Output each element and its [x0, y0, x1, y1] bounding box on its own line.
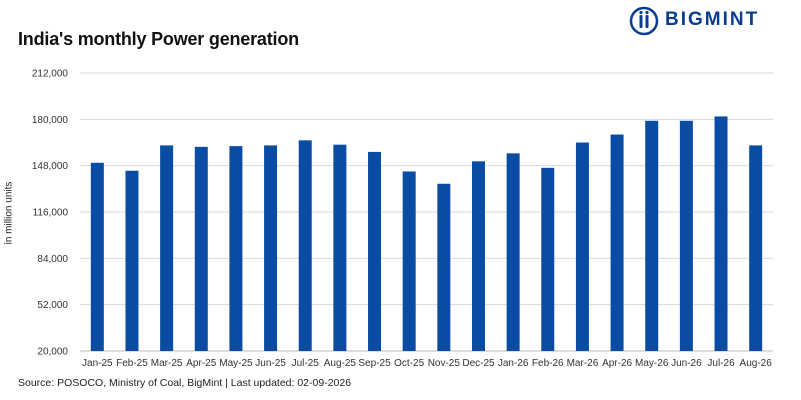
bar [714, 116, 728, 351]
x-axis-ticks: Jan-25 Feb-25 Mar-25 Apr-25 May-25 Jun-25 Jul-… [82, 358, 772, 369]
bar [749, 145, 763, 351]
bar [471, 161, 485, 351]
y-axis-ticks: 20,000 52,000 84,000 116,000 148,000 180,000 2… [32, 69, 69, 358]
bigmint-logo: BIGMINT [629, 6, 789, 36]
x-tick-label: Sep-25 [358, 358, 391, 369]
x-tick-label: Aug-26 [740, 358, 773, 369]
x-tick-label: Mar-26 [567, 358, 599, 369]
x-tick-label: Jan-25 [82, 358, 113, 369]
source-note: Source: POSOCO, Ministry of Coal, BigMin… [18, 377, 352, 389]
x-tick-label: Nov-25 [428, 358, 461, 369]
x-tick-label: Apr-25 [186, 358, 216, 369]
bar [194, 146, 208, 351]
x-tick-label: May-26 [635, 358, 669, 369]
bar [90, 162, 104, 351]
x-tick-label: Dec-25 [462, 358, 495, 369]
y-tick-label: 52,000 [37, 300, 68, 311]
y-tick-label: 180,000 [32, 115, 69, 126]
x-tick-label: Mar-25 [151, 358, 183, 369]
bar [679, 120, 693, 351]
x-tick-label: May-25 [219, 358, 253, 369]
y-tick-label: 84,000 [37, 254, 68, 265]
bar [160, 145, 174, 351]
bars [90, 116, 763, 351]
bar [264, 145, 278, 351]
y-tick-label: 212,000 [32, 69, 69, 80]
x-tick-label: Feb-25 [116, 358, 148, 369]
bar [402, 171, 416, 351]
y-tick-label: 20,000 [37, 347, 68, 358]
bar [229, 146, 243, 351]
bigmint-logo-icon [629, 6, 659, 36]
y-tick-label: 116,000 [33, 208, 69, 219]
x-tick-label: Jul-25 [292, 358, 320, 369]
bar [333, 144, 347, 351]
bar [575, 142, 589, 351]
x-tick-label: Jun-25 [255, 358, 286, 369]
bar [125, 170, 139, 351]
bar [368, 151, 382, 351]
bar [298, 140, 312, 351]
gridlines [80, 72, 773, 352]
bar [506, 153, 520, 351]
x-tick-label: Oct-25 [394, 358, 424, 369]
x-tick-label: Feb-26 [532, 358, 564, 369]
x-tick-label: Apr-26 [602, 358, 632, 369]
brand-name: BIGMINT [665, 9, 760, 30]
bar [610, 134, 624, 351]
y-tick-label: 148,000 [32, 161, 69, 172]
x-tick-label: Aug-25 [324, 358, 357, 369]
x-tick-label: Jul-26 [707, 358, 735, 369]
bar [645, 120, 659, 351]
x-tick-label: Jun-26 [671, 358, 702, 369]
bar [541, 167, 555, 351]
x-tick-label: Jan-26 [498, 358, 529, 369]
bar [437, 183, 451, 351]
chart-title: India's monthly Power generation [18, 29, 299, 49]
